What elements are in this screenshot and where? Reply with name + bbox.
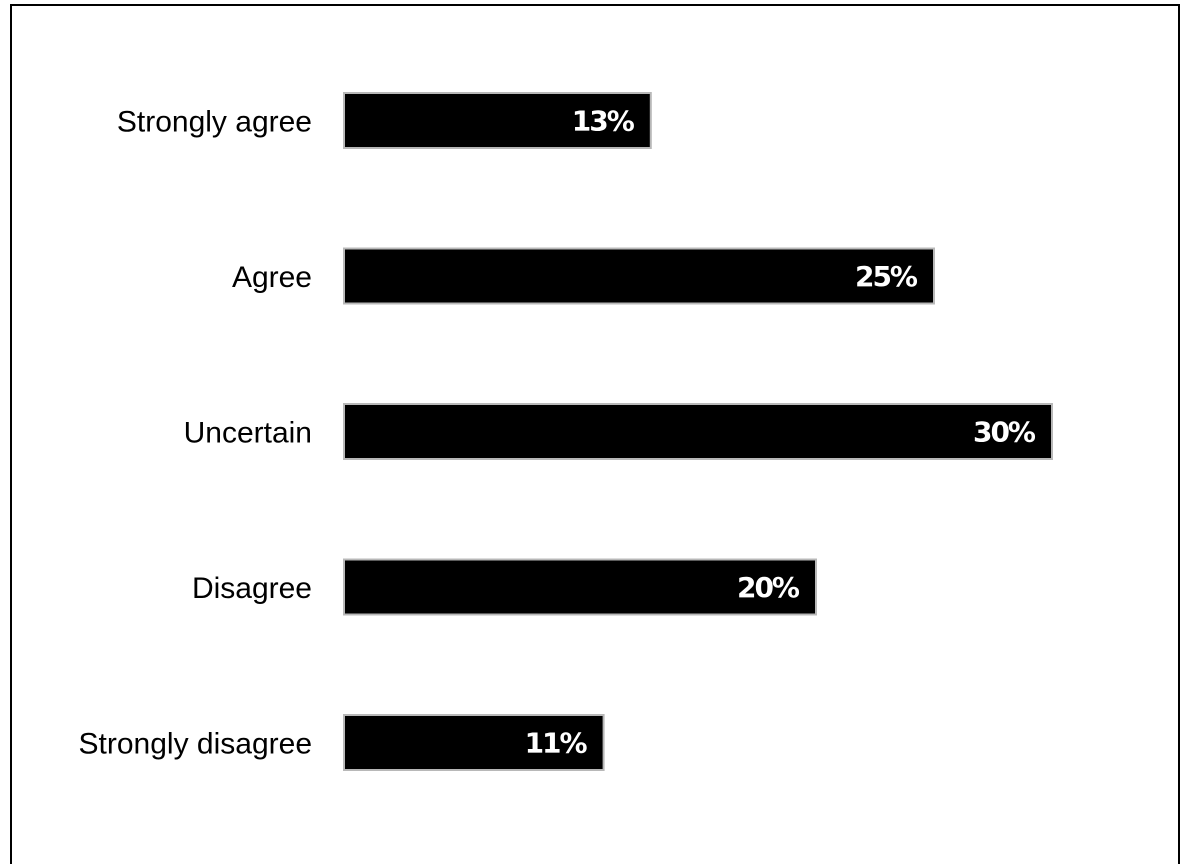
value-label: 13%	[572, 105, 635, 138]
value-label: 11%	[525, 727, 588, 760]
chart-frame	[10, 4, 1180, 864]
bar	[343, 403, 1053, 460]
bar	[343, 92, 652, 149]
category-label: Uncertain	[184, 417, 312, 450]
bar	[343, 714, 605, 771]
value-label: 25%	[855, 260, 918, 293]
value-label: 30%	[973, 416, 1036, 449]
category-label: Strongly agree	[117, 106, 312, 139]
value-label: 20%	[737, 571, 800, 604]
category-label: Strongly disagree	[79, 728, 312, 761]
bar	[343, 558, 817, 616]
bar	[343, 247, 935, 305]
category-label: Disagree	[192, 572, 312, 605]
category-label: Agree	[232, 261, 312, 294]
